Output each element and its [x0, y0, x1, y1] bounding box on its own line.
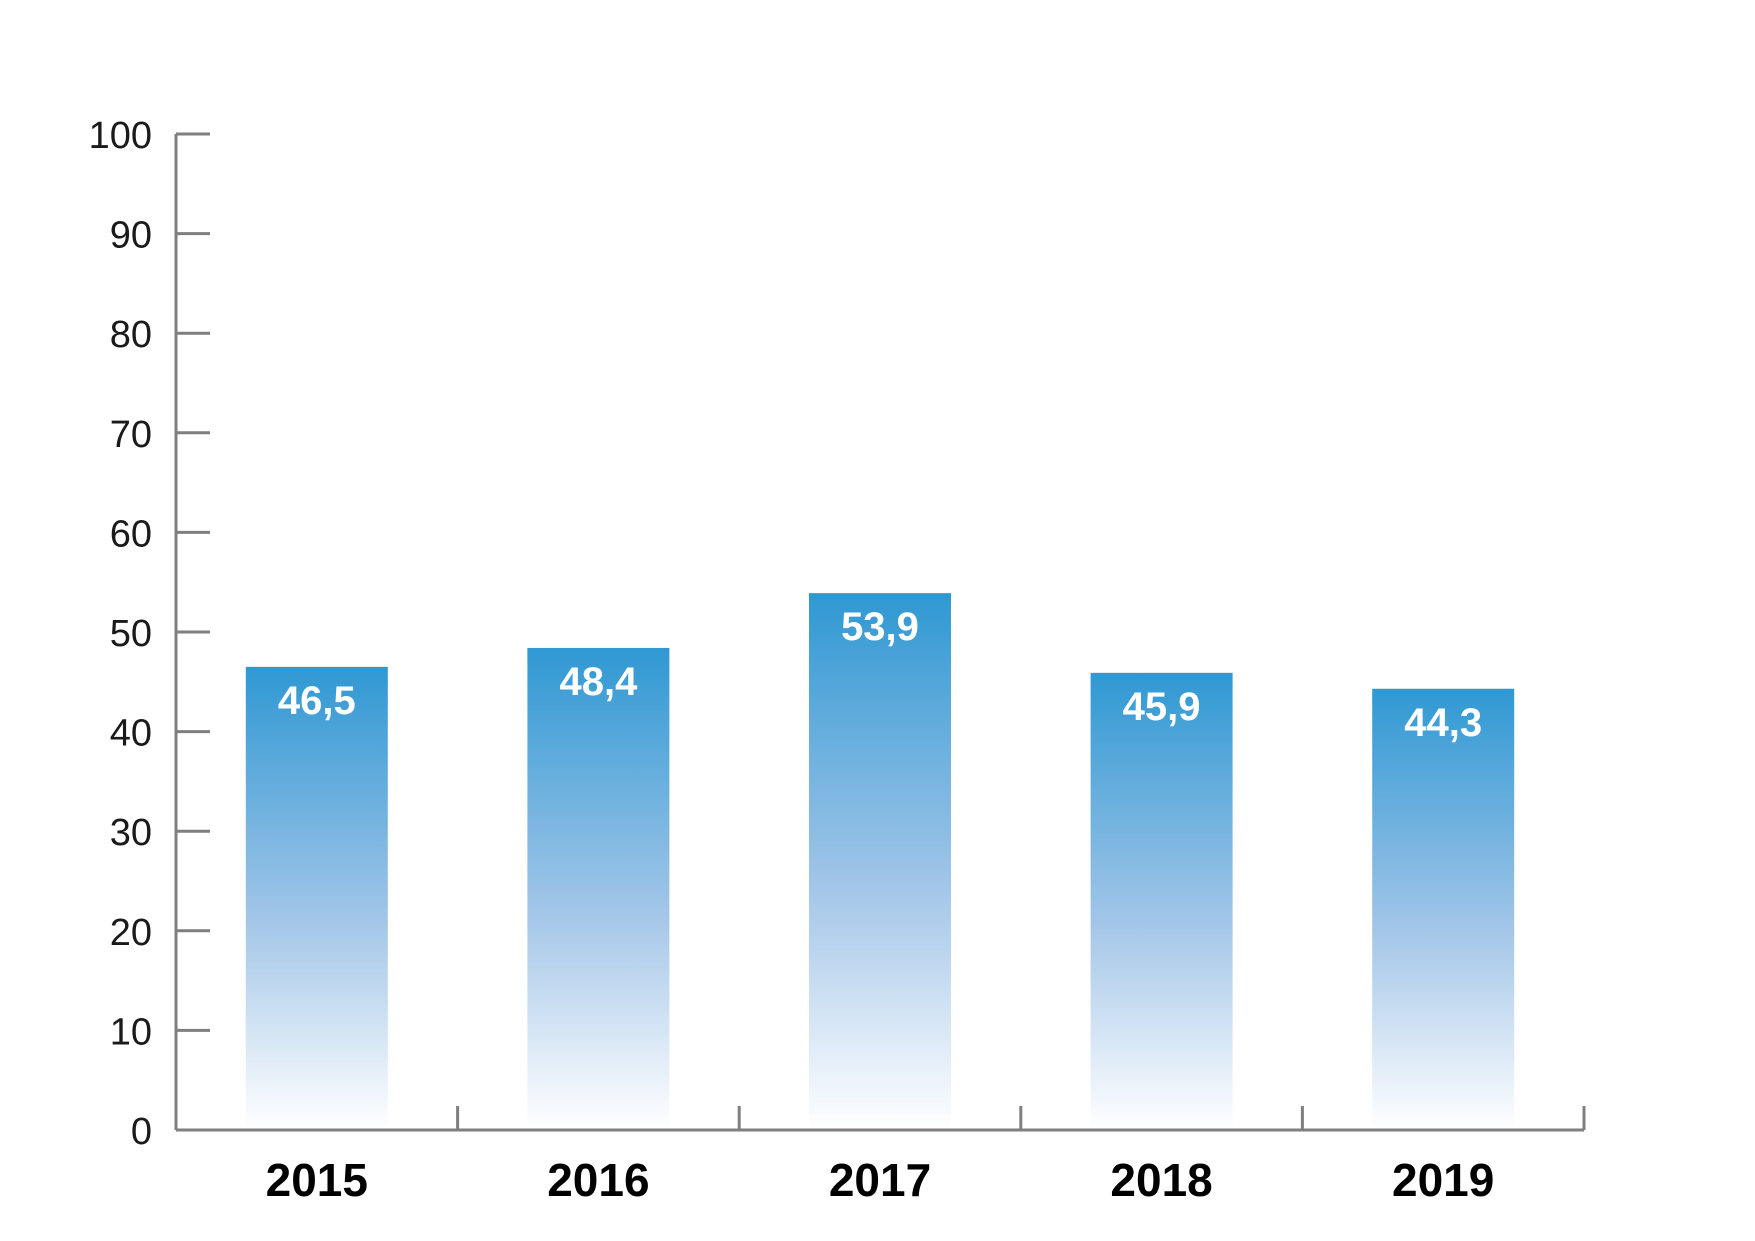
y-tick-label: 60: [110, 513, 152, 555]
y-tick-label: 10: [110, 1011, 152, 1053]
bars: [245, 593, 1515, 1130]
x-tick-label: 2016: [547, 1154, 649, 1206]
x-tick-label: 2018: [1110, 1154, 1212, 1206]
y-tick-label: 50: [110, 613, 152, 655]
bar-2019: [1372, 688, 1515, 1130]
data-label: 48,4: [559, 660, 638, 704]
data-label: 44,3: [1404, 701, 1482, 745]
y-tick-label: 20: [110, 912, 152, 954]
x-tick-label: 2015: [266, 1154, 368, 1206]
y-tick-label: 90: [110, 215, 152, 257]
data-label: 46,5: [278, 679, 356, 723]
bar-2017: [809, 593, 951, 1130]
data-label: 53,9: [841, 605, 919, 649]
bar-2016: [527, 647, 670, 1130]
x-tick-label: 2017: [829, 1154, 931, 1206]
y-tick-label: 40: [110, 713, 152, 755]
axes: [174, 132, 1586, 1132]
y-tick-label: 0: [131, 1111, 152, 1153]
y-tick-label: 70: [110, 414, 152, 456]
y-tick-label: 100: [89, 115, 152, 157]
y-tick-label: 80: [110, 314, 152, 356]
bar-2018: [1090, 672, 1233, 1130]
y-tick-label: 30: [110, 812, 152, 854]
data-label: 45,9: [1123, 685, 1201, 729]
bar-2015: [245, 666, 388, 1130]
x-tick-label: 2019: [1392, 1154, 1494, 1206]
labels: 0 10 20 30 40 50 60 70 80 90 100 2015 2016 2017 2018 20…: [89, 115, 1495, 1206]
